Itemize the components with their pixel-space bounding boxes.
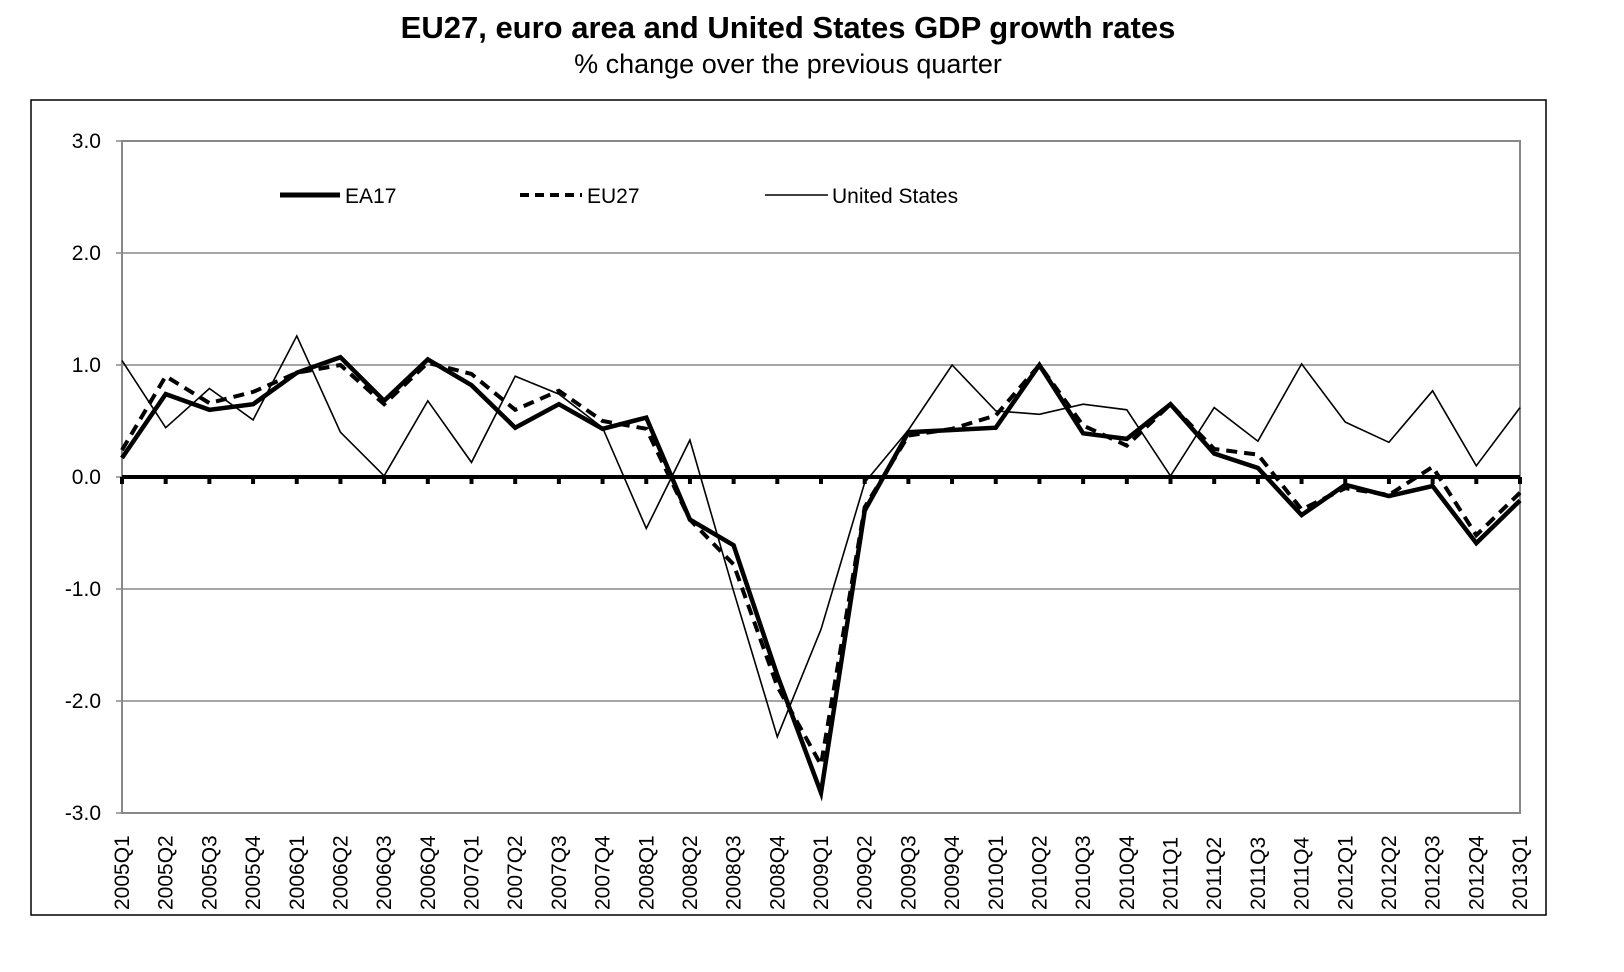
x-tick-label: 2005Q4 [242,835,265,910]
y-tick-label: 1.0 [72,354,101,377]
x-tick-label: 2006Q3 [373,835,396,910]
x-axis [120,475,1522,484]
legend-label-eu27: EU27 [587,185,640,208]
x-tick-label: 2011Q4 [1291,837,1314,910]
y-tick-label: -1.0 [65,578,101,601]
x-tick-label: 2006Q1 [286,835,309,910]
legend: EA17 EU27 United States [280,185,958,208]
series-lines [120,334,1522,802]
series-line-ea17 [120,354,1522,802]
x-tick-label: 2011Q3 [1247,837,1270,910]
x-axis-labels: 2005Q1 2005Q2 2005Q3 2005Q4 2006Q1 2006Q2 2006… [111,835,1532,910]
chart-subtitle: % change over the previous quarter [574,49,1002,79]
x-tick-label: 2007Q2 [504,835,527,910]
y-tick-label: 2.0 [72,242,101,265]
x-tick-label: 2006Q4 [417,835,440,910]
x-tick-label: 2012Q1 [1334,835,1357,910]
x-tick-label: 2012Q3 [1422,835,1445,910]
x-tick-label: 2010Q3 [1072,835,1095,910]
legend-label-us: United States [832,185,958,208]
chart-outer-border [30,99,1547,916]
x-tick-label: 2005Q2 [155,835,178,910]
x-tick-label: 2012Q2 [1378,835,1401,910]
series-line-united-states [121,334,1521,740]
x-tick-label: 2010Q4 [1116,835,1139,910]
x-tick-label: 2009Q4 [941,835,964,910]
y-tick-label: -2.0 [65,690,101,713]
x-tick-label: 2005Q3 [198,835,221,910]
x-tick-label: 2011Q2 [1203,837,1226,910]
x-tick-label: 2007Q3 [548,835,571,910]
x-tick-label: 2008Q2 [679,835,702,910]
x-tick-label: 2010Q2 [1028,835,1051,910]
x-tick-label: 2009Q3 [897,835,920,910]
x-tick-label: 2012Q4 [1465,835,1488,910]
x-tick-label: 2008Q1 [635,835,658,910]
x-tick-label: 2006Q2 [329,835,352,910]
y-tick-label: 3.0 [72,130,101,153]
chart-title: EU27, euro area and United States GDP gr… [400,10,1176,45]
x-tick-label: 2009Q2 [854,835,877,910]
x-tick-label: 2007Q1 [461,835,484,910]
y-axis: 3.0 2.0 1.0 0.0 -1.0 -2.0 -3.0 [65,130,122,825]
series-line-eu27 [120,360,1522,771]
x-tick-label: 2013Q1 [1509,835,1532,910]
x-tick-label: 2008Q4 [766,835,789,910]
x-tick-label: 2009Q1 [810,835,833,910]
x-tick-label: 2005Q1 [111,835,134,910]
y-tick-label: -3.0 [65,802,101,825]
x-tick-label: 2007Q4 [592,835,615,910]
x-tick-label: 2010Q1 [985,835,1008,910]
y-tick-label: 0.0 [72,466,101,489]
x-tick-label: 2008Q3 [723,835,746,910]
legend-label-ea17: EA17 [345,185,396,208]
x-tick-label: 2011Q1 [1160,837,1183,910]
